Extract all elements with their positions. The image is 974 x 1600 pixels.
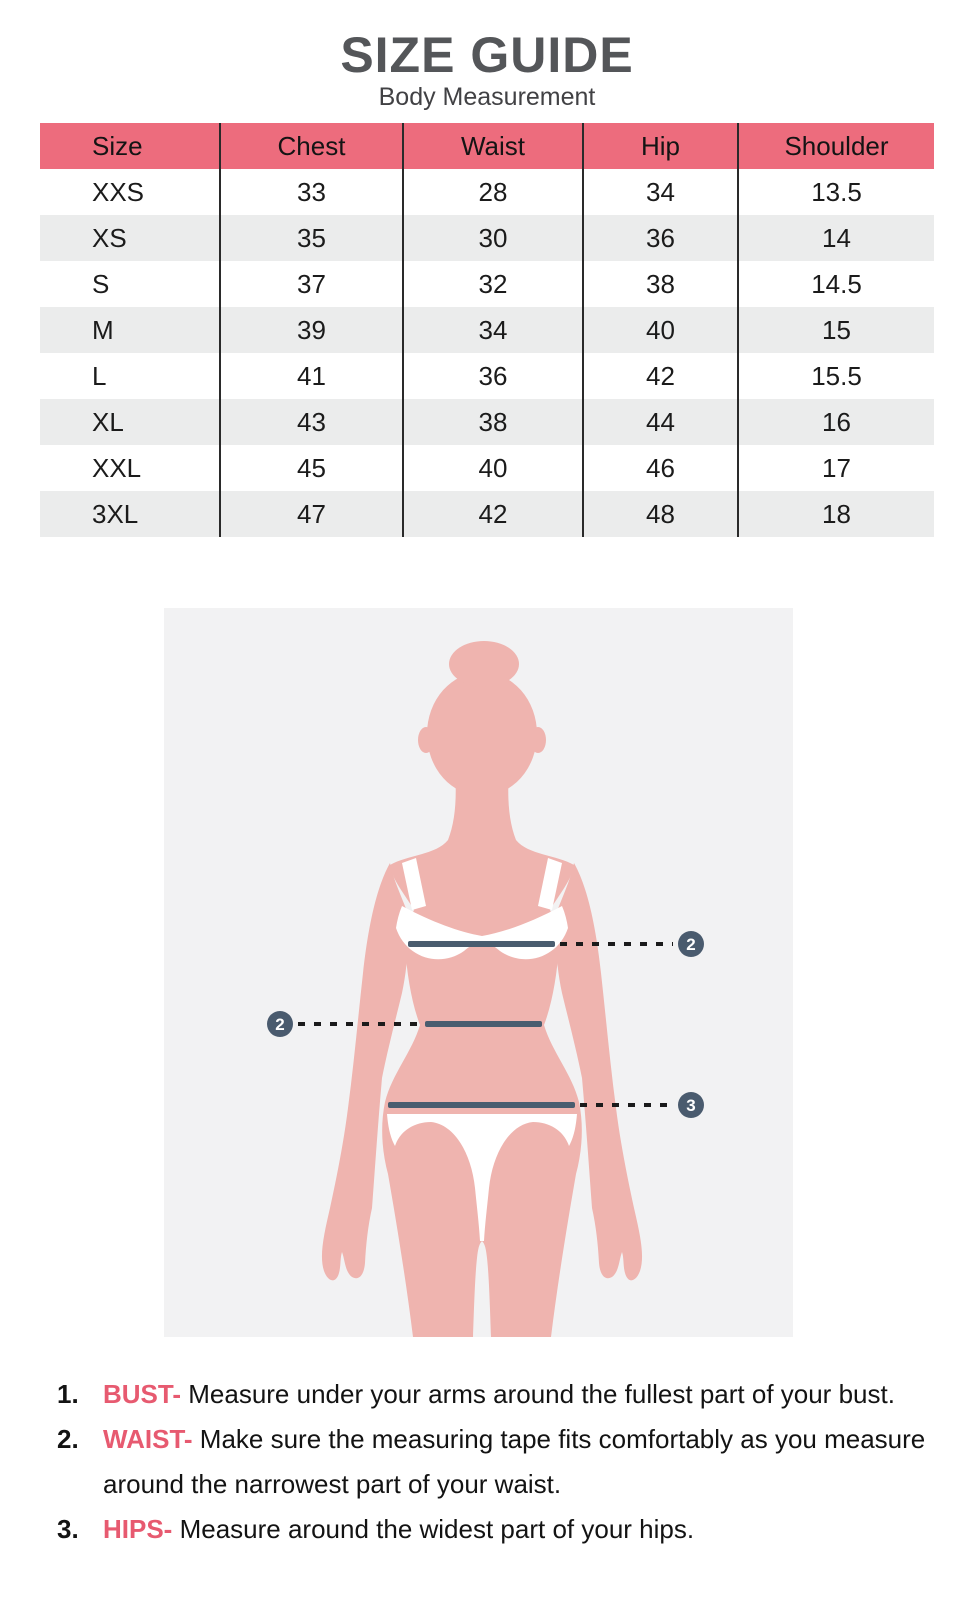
size-cell: S [92, 268, 110, 299]
instruction-description: Make sure the measuring tape fits comfor… [103, 1424, 926, 1499]
waist-badge-number: 2 [275, 1015, 284, 1034]
measurement-cell: 36 [582, 215, 738, 261]
measurement-cell: 37 [219, 261, 403, 307]
size-cell: XXL [92, 452, 142, 483]
instruction-text: WAIST- Make sure the measuring tape fits… [103, 1417, 937, 1507]
measurement-cell: 39 [219, 307, 403, 353]
measurement-cell: 34 [402, 307, 583, 353]
measurement-cell: 16 [737, 399, 934, 445]
instruction-item-waist: 2. WAIST- Make sure the measuring tape f… [57, 1417, 937, 1507]
size-cell: M [92, 314, 114, 345]
measurement-cell: 48 [582, 491, 738, 537]
left-arm-silhouette [321, 863, 409, 1281]
measurement-cell: 30 [402, 215, 583, 261]
measurement-cell: 33 [219, 169, 403, 215]
measurement-cell: 28 [402, 169, 583, 215]
measurement-cell: 36 [402, 353, 583, 399]
measurement-cell: 38 [582, 261, 738, 307]
table-row: L 41 36 42 15.5 [40, 353, 934, 399]
size-cell: L [92, 360, 107, 391]
instruction-keyword: WAIST- [103, 1424, 193, 1454]
measurement-cell: 41 [219, 353, 403, 399]
measurement-cell: 42 [402, 491, 583, 537]
measurement-cell: 45 [219, 445, 403, 491]
measurement-cell: 40 [582, 307, 738, 353]
size-cell: XL [92, 406, 124, 437]
column-header-chest: Chest [219, 123, 403, 169]
table-row: XXS 33 28 34 13.5 [40, 169, 934, 215]
measurement-instructions: 1. BUST- Measure under your arms around … [57, 1372, 937, 1552]
body-silhouette [382, 770, 582, 1337]
measurement-cell: 14 [737, 215, 934, 261]
instruction-text: HIPS- Measure around the widest part of … [103, 1507, 937, 1552]
table-row: XS 35 30 36 14 [40, 215, 934, 261]
hip-badge-number: 3 [686, 1096, 695, 1115]
table-row: M 39 34 40 15 [40, 307, 934, 353]
bust-measure-line [408, 941, 555, 947]
bra-left-strap [402, 858, 426, 910]
measurement-cell: 40 [402, 445, 583, 491]
head-silhouette [427, 672, 537, 796]
page-title: SIZE GUIDE [340, 27, 634, 83]
measurement-cell: 14.5 [737, 261, 934, 307]
size-cell: XS [92, 222, 127, 253]
size-cell: 3XL [92, 498, 139, 529]
table-row: S 37 32 38 14.5 [40, 261, 934, 307]
bust-badge-number: 2 [686, 935, 695, 954]
header-row: Size Chest Waist Hip Shoulder [40, 123, 934, 169]
measurement-cell: 35 [219, 215, 403, 261]
panties [387, 1114, 577, 1241]
measurement-cell: 13.5 [737, 169, 934, 215]
instruction-text: BUST- Measure under your arms around the… [103, 1372, 937, 1417]
hip-badge [678, 1092, 704, 1118]
measurement-cell: 47 [219, 491, 403, 537]
waist-badge [267, 1011, 293, 1037]
column-header-shoulder: Shoulder [737, 123, 934, 169]
column-header-size: Size [40, 123, 220, 169]
instruction-description: Measure around the widest part of your h… [179, 1514, 695, 1544]
measurement-cell: 46 [582, 445, 738, 491]
instruction-number: 1. [57, 1379, 79, 1409]
measurement-cell: 15 [737, 307, 934, 353]
column-header-hip: Hip [582, 123, 738, 169]
measurement-cell: 18 [737, 491, 934, 537]
measurement-cell: 15.5 [737, 353, 934, 399]
body-diagram: 2 2 3 [164, 608, 793, 1337]
instruction-number: 2. [57, 1424, 79, 1454]
size-table-body: XXS 33 28 34 13.5 XS 35 30 36 14 S 37 32 38 14.5 M 39 34 4… [40, 169, 934, 537]
instruction-keyword: HIPS- [103, 1514, 173, 1544]
right-arm-silhouette [555, 863, 643, 1281]
measurement-cell: 44 [582, 399, 738, 445]
hair-bun [449, 641, 519, 687]
size-table: Size Chest Waist Hip Shoulder XXS 33 28 34 1… [40, 123, 934, 537]
column-header-waist: Waist [402, 123, 583, 169]
instruction-description: Measure under your arms around the fulle… [188, 1379, 895, 1409]
measurement-cell: 43 [219, 399, 403, 445]
table-row: 3XL 47 42 48 18 [40, 491, 934, 537]
bra-right-strap [538, 858, 562, 910]
size-cell: XXS [92, 176, 145, 207]
page-subtitle: Body Measurement [378, 83, 596, 111]
waist-measure-line [425, 1021, 542, 1027]
measurement-cell: 42 [582, 353, 738, 399]
instruction-keyword: BUST- [103, 1379, 181, 1409]
instruction-item-hips: 3. HIPS- Measure around the widest part … [57, 1507, 937, 1552]
measurement-cell: 34 [582, 169, 738, 215]
bust-badge [678, 931, 704, 957]
measurement-cell: 38 [402, 399, 583, 445]
measurement-cell: 32 [402, 261, 583, 307]
table-row: XXL 45 40 46 17 [40, 445, 934, 491]
size-table-header: Size Chest Waist Hip Shoulder [40, 123, 934, 169]
instruction-number: 3. [57, 1514, 79, 1544]
measurement-cell: 17 [737, 445, 934, 491]
table-row: XL 43 38 44 16 [40, 399, 934, 445]
instruction-item-bust: 1. BUST- Measure under your arms around … [57, 1372, 937, 1417]
hip-measure-line [388, 1102, 575, 1108]
